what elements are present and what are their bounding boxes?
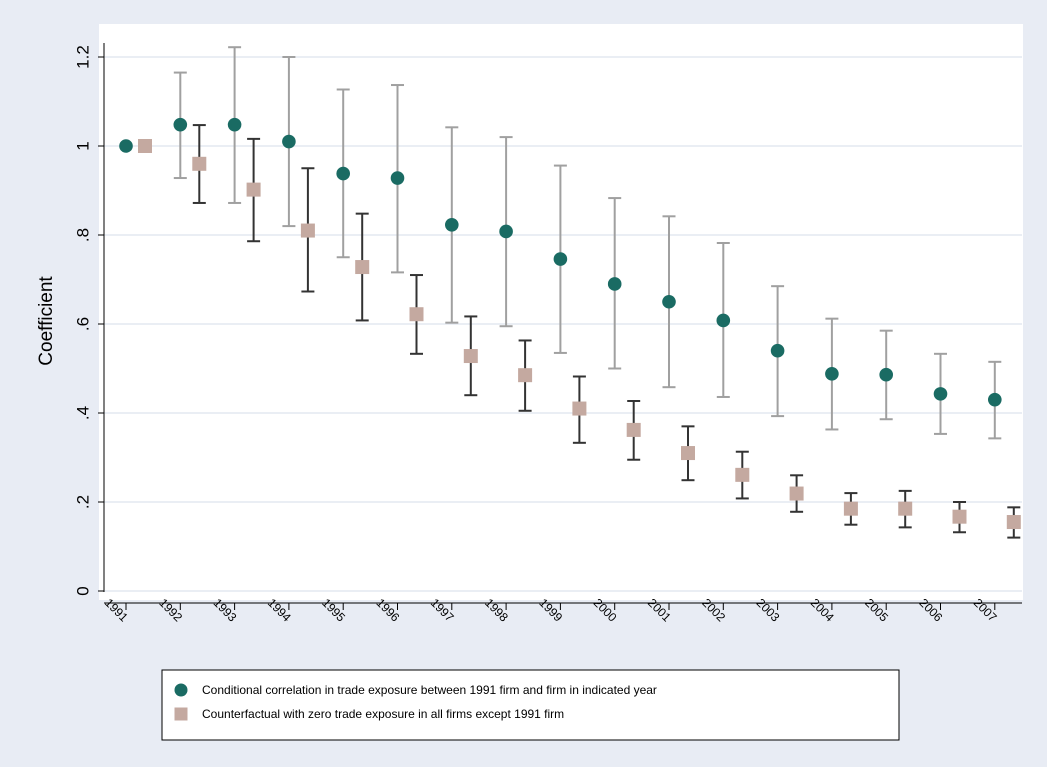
data-point-square bbox=[138, 139, 152, 153]
y-tick-label: .6 bbox=[73, 317, 92, 331]
data-point-circle bbox=[607, 277, 622, 291]
legend-entry-conditional-correlation: Conditional correlation in trade exposur… bbox=[202, 683, 657, 697]
data-point-circle bbox=[227, 117, 242, 132]
y-tick-label: .2 bbox=[73, 495, 92, 509]
data-point-circle bbox=[770, 343, 785, 358]
legend-marker-circle bbox=[174, 683, 188, 697]
data-point-square bbox=[626, 422, 641, 437]
data-point-square bbox=[952, 509, 967, 524]
grid bbox=[104, 56, 1022, 592]
data-point-circle bbox=[988, 392, 1002, 407]
data-point-circle bbox=[553, 252, 568, 266]
y-tick-label: 0 bbox=[73, 586, 92, 595]
data-point-circle bbox=[879, 367, 893, 382]
data-point-square bbox=[409, 307, 424, 322]
y-axis-label: Coefficient bbox=[36, 276, 57, 366]
data-point-circle bbox=[336, 166, 351, 181]
data-point-circle bbox=[716, 313, 731, 328]
y-tick-label: 1.2 bbox=[73, 45, 92, 69]
data-point-circle bbox=[119, 139, 133, 153]
data-point-square bbox=[898, 501, 913, 516]
data-point-circle bbox=[933, 387, 948, 401]
data-point-circle bbox=[173, 117, 188, 132]
data-point-circle bbox=[825, 367, 839, 381]
legend-entry-counterfactual: Counterfactual with zero trade exposure … bbox=[202, 707, 564, 721]
data-point-square bbox=[572, 401, 587, 416]
y-tick-label: .8 bbox=[73, 228, 92, 242]
legend: Conditional correlation in trade exposur… bbox=[161, 669, 900, 741]
legend-marker-square bbox=[174, 707, 188, 721]
data-point-square bbox=[355, 260, 370, 275]
data-point-square bbox=[789, 486, 804, 501]
data-point-circle bbox=[282, 134, 296, 149]
data-point-square bbox=[246, 182, 261, 197]
data-point-square bbox=[192, 156, 207, 171]
data-point-circle bbox=[390, 171, 405, 185]
data-markers bbox=[119, 117, 1021, 530]
data-point-circle bbox=[499, 224, 513, 239]
data-point-square bbox=[735, 467, 750, 482]
data-point-circle bbox=[662, 294, 676, 309]
data-point-square bbox=[463, 349, 478, 364]
data-point-square bbox=[300, 223, 315, 238]
y-tick-label: 1 bbox=[73, 141, 92, 150]
y-axis: 0 .2 .4 .6 .8 1 1.2 bbox=[73, 43, 105, 596]
data-point-square bbox=[843, 501, 858, 516]
data-point-square bbox=[518, 368, 533, 383]
y-tick-label: .4 bbox=[73, 406, 92, 420]
data-point-circle bbox=[445, 217, 459, 232]
legend-box bbox=[161, 669, 900, 741]
data-point-square bbox=[681, 446, 695, 461]
data-point-square bbox=[1006, 515, 1021, 530]
